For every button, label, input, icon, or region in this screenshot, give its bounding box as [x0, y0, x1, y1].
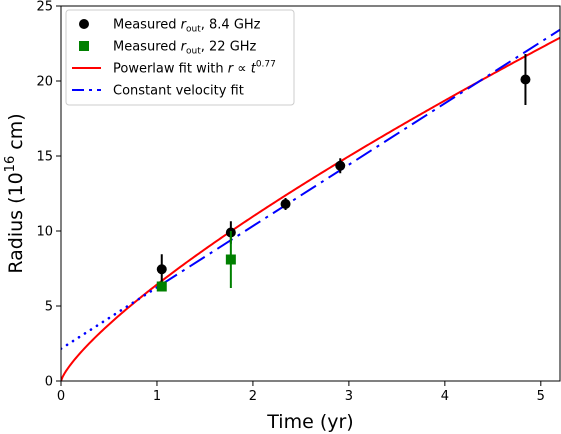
legend-text-part: , 8.4 GHz	[201, 18, 261, 33]
legend-text-part: ∝	[233, 62, 251, 77]
y-tick-label: 0	[45, 375, 53, 390]
legend-label: Powerlaw fit with r ∝ t0.77	[113, 60, 276, 77]
x-tick-label: 5	[537, 389, 545, 404]
data-point-8ghz	[335, 161, 345, 171]
y-axis-label-suffix: cm)	[5, 113, 27, 155]
data-point-8ghz	[157, 264, 167, 274]
y-tick-label: 20	[36, 75, 53, 90]
y-tick-label: 10	[36, 225, 53, 240]
legend-text-superscript: 0.77	[256, 60, 276, 70]
y-axis-label-exponent: 16	[3, 156, 18, 173]
legend-text-part: Measured	[113, 18, 181, 33]
legend-text-part: Powerlaw fit with	[113, 62, 228, 77]
legend-label: Constant velocity fit	[113, 84, 244, 99]
x-axis-label: Time (yr)	[266, 411, 353, 433]
data-point-22ghz	[226, 255, 236, 265]
x-tick-label: 3	[345, 389, 353, 404]
x-tick-label: 0	[57, 389, 65, 404]
data-point-22ghz	[157, 282, 167, 292]
y-axis-label: Radius (1016 cm)	[3, 113, 27, 273]
x-tick-label: 1	[153, 389, 161, 404]
legend-marker-8ghz	[79, 19, 89, 29]
x-tick-label: 4	[441, 389, 449, 404]
legend-label: Measured rout, 22 GHz	[113, 40, 257, 57]
y-axis-label-prefix: Radius (10	[5, 172, 27, 273]
legend-text-subscript: out	[186, 25, 201, 35]
legend-text-subscript: out	[186, 47, 201, 57]
x-tick-label: 2	[249, 389, 257, 404]
legend-marker-22ghz	[79, 41, 89, 51]
y-tick-label: 25	[36, 0, 53, 15]
data-point-8ghz	[281, 199, 291, 209]
constant-velocity-fit-dotted-line	[61, 284, 162, 348]
y-tick-label: 15	[36, 150, 53, 165]
legend-text-part: Constant velocity fit	[113, 84, 244, 99]
legend-text-part: , 22 GHz	[201, 40, 257, 55]
legend-text-part: Measured	[113, 40, 181, 55]
y-tick-label: 5	[45, 300, 53, 315]
data-point-8ghz	[520, 75, 530, 85]
